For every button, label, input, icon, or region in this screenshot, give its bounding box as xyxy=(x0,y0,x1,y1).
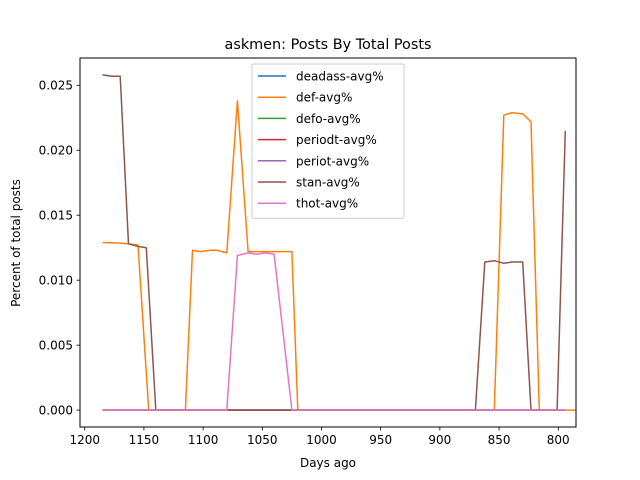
x-axis-label: Days ago xyxy=(300,456,356,470)
legend-label: periodt-avg% xyxy=(296,133,377,147)
plot-frame xyxy=(79,57,577,428)
y-tick-label: 0.025 xyxy=(39,79,73,93)
y-tick-label: 0.005 xyxy=(39,338,73,352)
legend-label: stan-avg% xyxy=(296,176,360,190)
legend-box xyxy=(251,63,405,219)
legend-label: deadass-avg% xyxy=(296,70,384,84)
series-line-thot-avg- xyxy=(102,252,566,411)
y-tick-label: 0.020 xyxy=(39,144,73,158)
x-tick-label: 900 xyxy=(428,433,451,447)
y-tick-label: 0.010 xyxy=(39,273,73,287)
x-tick-label: 850 xyxy=(488,433,511,447)
y-axis: 0.000 0.005 0.010 0.015 0.020 0.025 xyxy=(39,79,80,417)
legend-label: periot-avg% xyxy=(296,154,369,168)
x-tick-label: 1000 xyxy=(306,433,337,447)
legend-label: def-avg% xyxy=(296,91,352,105)
legend-label: defo-avg% xyxy=(296,112,361,126)
legend-label: thot-avg% xyxy=(296,197,358,211)
chart-title: askmen: Posts By Total Posts xyxy=(225,37,432,53)
x-tick-label: 950 xyxy=(369,433,392,447)
legend: deadass-avg% def-avg% defo-avg% periodt-avg… xyxy=(251,63,405,219)
x-tick-label: 1100 xyxy=(188,433,219,447)
x-tick-label: 800 xyxy=(547,433,570,447)
x-axis: 1200 1150 1100 1050 1000 950 900 850 800 xyxy=(69,427,570,447)
series-layer xyxy=(102,74,576,411)
y-tick-label: 0.000 xyxy=(39,403,73,417)
x-tick-label: 1200 xyxy=(69,433,100,447)
x-tick-label: 1050 xyxy=(247,433,278,447)
y-tick-label: 0.015 xyxy=(39,209,73,223)
y-axis-label: Percent of total posts xyxy=(9,179,23,307)
x-tick-label: 1150 xyxy=(129,433,160,447)
